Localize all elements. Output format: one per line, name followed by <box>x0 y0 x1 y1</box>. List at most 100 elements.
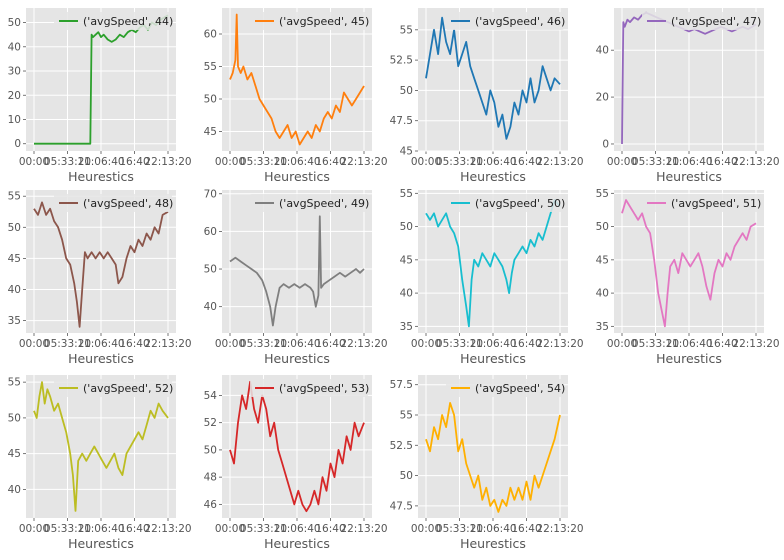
legend-label: ('avgSpeed', 54) <box>475 382 565 395</box>
y-tick-label: 55 <box>400 409 413 421</box>
x-tick-label: 22:13:20 <box>340 156 387 168</box>
y-tick-label: 35 <box>400 321 413 333</box>
x-tick-label: 05:33:20 <box>436 338 483 350</box>
legend-label: ('avgSpeed', 44) <box>83 15 173 28</box>
y-tick-label: 50 <box>400 470 413 482</box>
x-tick-label: 05:33:20 <box>240 156 287 168</box>
legend-label: ('avgSpeed', 48) <box>83 197 173 210</box>
y-tick-label: 60 <box>204 29 217 41</box>
x-tick-label: 22:13:20 <box>144 523 191 535</box>
x-axis-label: Heurestics <box>656 351 722 366</box>
x-tick-label: 22:13:20 <box>536 156 583 168</box>
y-tick-label: 40 <box>8 284 21 296</box>
y-tick-label: 48 <box>204 472 217 484</box>
x-tick-label: 11:06:40 <box>273 523 320 535</box>
y-tick-label: 50 <box>8 412 21 424</box>
x-tick-label: 16:40 <box>315 523 345 535</box>
legend: ('avgSpeed', 49) <box>250 194 369 212</box>
x-tick-label: 05:33:20 <box>44 338 91 350</box>
legend-box <box>54 194 172 212</box>
x-tick-label: 00:00 <box>215 523 245 535</box>
y-tick-label: 30 <box>8 66 21 78</box>
y-tick-label: 40 <box>596 288 609 300</box>
legend-box <box>642 194 760 212</box>
x-tick-label: 22:13:20 <box>732 156 779 168</box>
legend-label: ('avgSpeed', 51) <box>671 197 761 210</box>
y-tick-label: 55 <box>204 61 217 73</box>
legend: ('avgSpeed', 50) <box>446 194 565 212</box>
y-tick-label: 55 <box>8 191 21 203</box>
y-tick-label: 20 <box>8 90 21 102</box>
series-line <box>33 201 169 328</box>
y-tick-label: 0 <box>602 138 609 150</box>
legend-box <box>250 194 368 212</box>
x-tick-label: 16:40 <box>119 338 149 350</box>
x-tick-label: 00:00 <box>411 156 441 168</box>
legend: ('avgSpeed', 48) <box>54 194 173 212</box>
y-tick-label: 46 <box>204 499 218 511</box>
y-tick-label: 54 <box>204 390 218 402</box>
y-tick-label: 45 <box>8 253 21 265</box>
y-tick-label: 47.5 <box>390 115 413 127</box>
x-tick-label: 16:40 <box>315 338 345 350</box>
x-tick-label: 22:13:20 <box>144 156 191 168</box>
y-tick-label: 47.5 <box>390 500 413 512</box>
x-tick-label: 05:33:20 <box>436 523 483 535</box>
y-tick-label: 55 <box>8 377 21 389</box>
y-tick-label: 35 <box>596 321 609 333</box>
y-tick-label: 52.5 <box>390 55 413 67</box>
x-axis-label: Heurestics <box>264 351 330 366</box>
legend-box <box>250 379 368 397</box>
y-tick-label: 40 <box>8 41 21 53</box>
x-axis-label: Heurestics <box>264 536 330 551</box>
x-tick-label: 22:13:20 <box>732 338 779 350</box>
series-line <box>33 381 169 512</box>
legend-label: ('avgSpeed', 46) <box>475 15 565 28</box>
x-tick-label: 11:06:40 <box>273 156 320 168</box>
legend-box <box>446 194 564 212</box>
x-tick-label: 05:33:20 <box>436 156 483 168</box>
x-tick-label: 11:06:40 <box>77 338 124 350</box>
legend: ('avgSpeed', 47) <box>642 12 761 30</box>
x-tick-label: 11:06:40 <box>77 523 124 535</box>
y-tick-label: 10 <box>8 114 21 126</box>
x-axis-label: Heurestics <box>68 169 134 184</box>
y-tick-label: 50 <box>596 221 609 233</box>
y-tick-label: 45 <box>204 126 217 138</box>
x-tick-label: 22:13:20 <box>340 338 387 350</box>
legend-box <box>54 12 172 30</box>
y-tick-label: 57.5 <box>390 379 413 391</box>
y-tick-label: 50 <box>400 85 413 97</box>
x-tick-label: 00:00 <box>19 156 49 168</box>
x-tick-label: 22:13:20 <box>536 523 583 535</box>
legend: ('avgSpeed', 53) <box>250 379 369 397</box>
legend-box <box>54 379 172 397</box>
series-line <box>229 215 365 327</box>
y-tick-label: 55 <box>400 188 413 200</box>
legend-label: ('avgSpeed', 53) <box>279 382 369 395</box>
x-axis-label: Heurestics <box>68 536 134 551</box>
y-tick-label: 40 <box>400 288 413 300</box>
legend: ('avgSpeed', 44) <box>54 12 173 30</box>
legend-box <box>250 12 368 30</box>
y-tick-label: 52 <box>204 417 217 429</box>
y-tick-label: 55 <box>596 188 609 200</box>
x-tick-label: 11:06:40 <box>77 156 124 168</box>
legend-label: ('avgSpeed', 45) <box>279 15 369 28</box>
x-tick-label: 05:33:20 <box>240 523 287 535</box>
x-tick-label: 16:40 <box>511 523 541 535</box>
legend-box <box>446 379 564 397</box>
y-tick-label: 60 <box>204 226 217 238</box>
x-tick-label: 00:00 <box>411 338 441 350</box>
legend-box <box>446 12 564 30</box>
series-line <box>425 16 561 140</box>
x-tick-label: 11:06:40 <box>665 156 712 168</box>
x-tick-label: 16:40 <box>511 338 541 350</box>
